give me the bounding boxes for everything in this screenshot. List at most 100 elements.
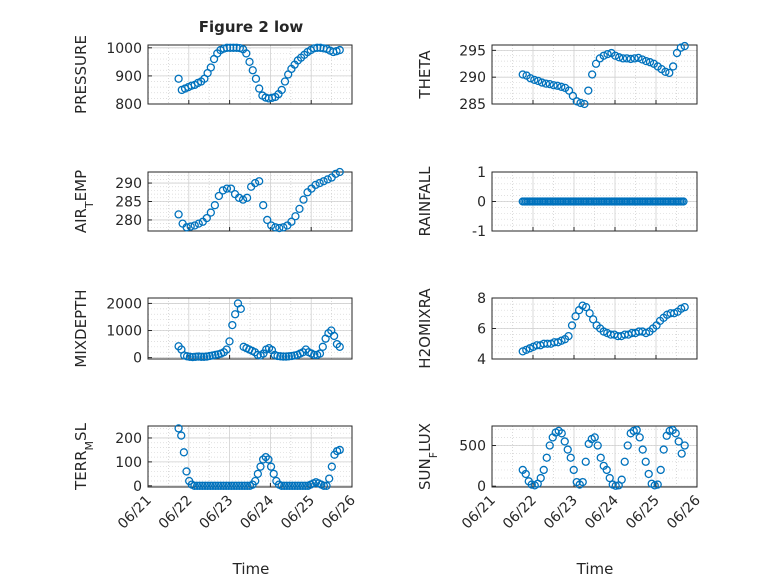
data-point bbox=[653, 480, 662, 489]
x-tick-label: 06/21 bbox=[459, 493, 499, 533]
data-point bbox=[186, 222, 195, 231]
data-point bbox=[335, 45, 344, 55]
data-point bbox=[271, 223, 280, 232]
data-point bbox=[192, 481, 202, 490]
data-point bbox=[245, 57, 254, 67]
data-point bbox=[226, 184, 236, 193]
data-point bbox=[623, 441, 632, 450]
data-point bbox=[659, 445, 668, 454]
data-point bbox=[253, 469, 263, 478]
data-point bbox=[322, 481, 331, 490]
data-point bbox=[327, 462, 336, 471]
data-point bbox=[638, 55, 647, 64]
data-point bbox=[656, 465, 665, 475]
data-point bbox=[194, 352, 203, 361]
y-axis-label: SUNFLUX bbox=[416, 423, 440, 490]
data-point bbox=[335, 167, 344, 177]
y-axis-label: THETA bbox=[416, 50, 434, 100]
data-point bbox=[537, 78, 547, 87]
data-point bbox=[541, 79, 551, 88]
data-point bbox=[557, 429, 566, 438]
data-point bbox=[299, 195, 308, 204]
data-point bbox=[280, 481, 289, 490]
data-point bbox=[281, 352, 291, 361]
data-point bbox=[680, 302, 689, 312]
x-tick-label: 06/25 bbox=[278, 493, 318, 533]
data-point bbox=[534, 76, 543, 86]
y-tick-label: 1000 bbox=[106, 41, 142, 57]
data-point bbox=[251, 178, 260, 188]
data-point bbox=[285, 481, 294, 490]
data-point bbox=[242, 193, 252, 202]
data-point bbox=[202, 213, 211, 223]
data-point bbox=[564, 331, 573, 341]
data-point bbox=[661, 67, 670, 76]
data-point bbox=[564, 86, 574, 95]
data-point bbox=[240, 481, 249, 490]
data-point bbox=[560, 437, 569, 446]
data-point bbox=[182, 467, 191, 476]
data-point bbox=[557, 82, 566, 91]
x-axis-label-right: Time bbox=[576, 560, 614, 578]
data-point bbox=[195, 481, 204, 490]
data-point bbox=[576, 98, 585, 108]
y-tick-label: 295 bbox=[459, 43, 486, 59]
data-point bbox=[638, 445, 647, 454]
data-point bbox=[264, 455, 273, 464]
data-point bbox=[284, 352, 294, 361]
data-point bbox=[282, 481, 292, 490]
data-point bbox=[288, 481, 297, 490]
data-point bbox=[641, 457, 650, 466]
data-point bbox=[255, 84, 264, 93]
x-tick-label: 06/22 bbox=[156, 493, 196, 533]
data-point bbox=[526, 74, 535, 83]
data-point bbox=[214, 481, 223, 490]
data-point bbox=[620, 457, 629, 466]
y-tick-label: 1000 bbox=[106, 324, 142, 340]
data-point bbox=[301, 481, 310, 490]
data-point bbox=[549, 81, 558, 90]
data-point bbox=[290, 481, 299, 490]
data-point bbox=[545, 80, 554, 89]
data-point bbox=[216, 481, 226, 490]
y-tick-label: 285 bbox=[459, 97, 486, 113]
data-point bbox=[234, 193, 244, 202]
data-point bbox=[596, 453, 605, 462]
data-point bbox=[229, 481, 239, 490]
data-point bbox=[222, 345, 231, 354]
data-point bbox=[632, 425, 641, 435]
data-point bbox=[174, 424, 183, 433]
data-point bbox=[256, 462, 265, 471]
data-point bbox=[335, 342, 344, 351]
data-point bbox=[571, 312, 580, 321]
y-axis-label: H2OMIXRA bbox=[416, 288, 434, 369]
data-point bbox=[225, 337, 234, 346]
data-point bbox=[680, 41, 689, 51]
x-tick-label: 06/23 bbox=[197, 493, 237, 533]
y-tick-label: 4 bbox=[477, 352, 486, 368]
data-point bbox=[634, 53, 643, 63]
data-point bbox=[590, 433, 599, 442]
data-point bbox=[279, 352, 288, 361]
data-point bbox=[674, 437, 683, 446]
data-point bbox=[267, 93, 277, 102]
data-point bbox=[230, 310, 240, 319]
chart-terr_msl: 0 100 200 06/21 06/22 06/23 06/24 06/25 06/26 TER… bbox=[72, 422, 359, 532]
data-point bbox=[267, 221, 276, 230]
chart-pressure: 800 900 1000 PRESSURE bbox=[72, 35, 353, 114]
data-point bbox=[611, 51, 620, 60]
x-tick-label: 06/22 bbox=[500, 493, 540, 533]
data-point bbox=[277, 85, 286, 95]
axes-box bbox=[491, 425, 698, 488]
data-point bbox=[572, 97, 581, 106]
data-point bbox=[273, 351, 282, 361]
data-point bbox=[679, 197, 688, 206]
data-point bbox=[626, 54, 635, 64]
data-point bbox=[298, 481, 307, 490]
data-point bbox=[593, 441, 602, 450]
data-point bbox=[287, 217, 296, 226]
data-point bbox=[319, 481, 329, 490]
x-tick-label: 06/26 bbox=[319, 492, 359, 532]
data-point bbox=[198, 481, 207, 490]
data-point bbox=[243, 481, 252, 490]
